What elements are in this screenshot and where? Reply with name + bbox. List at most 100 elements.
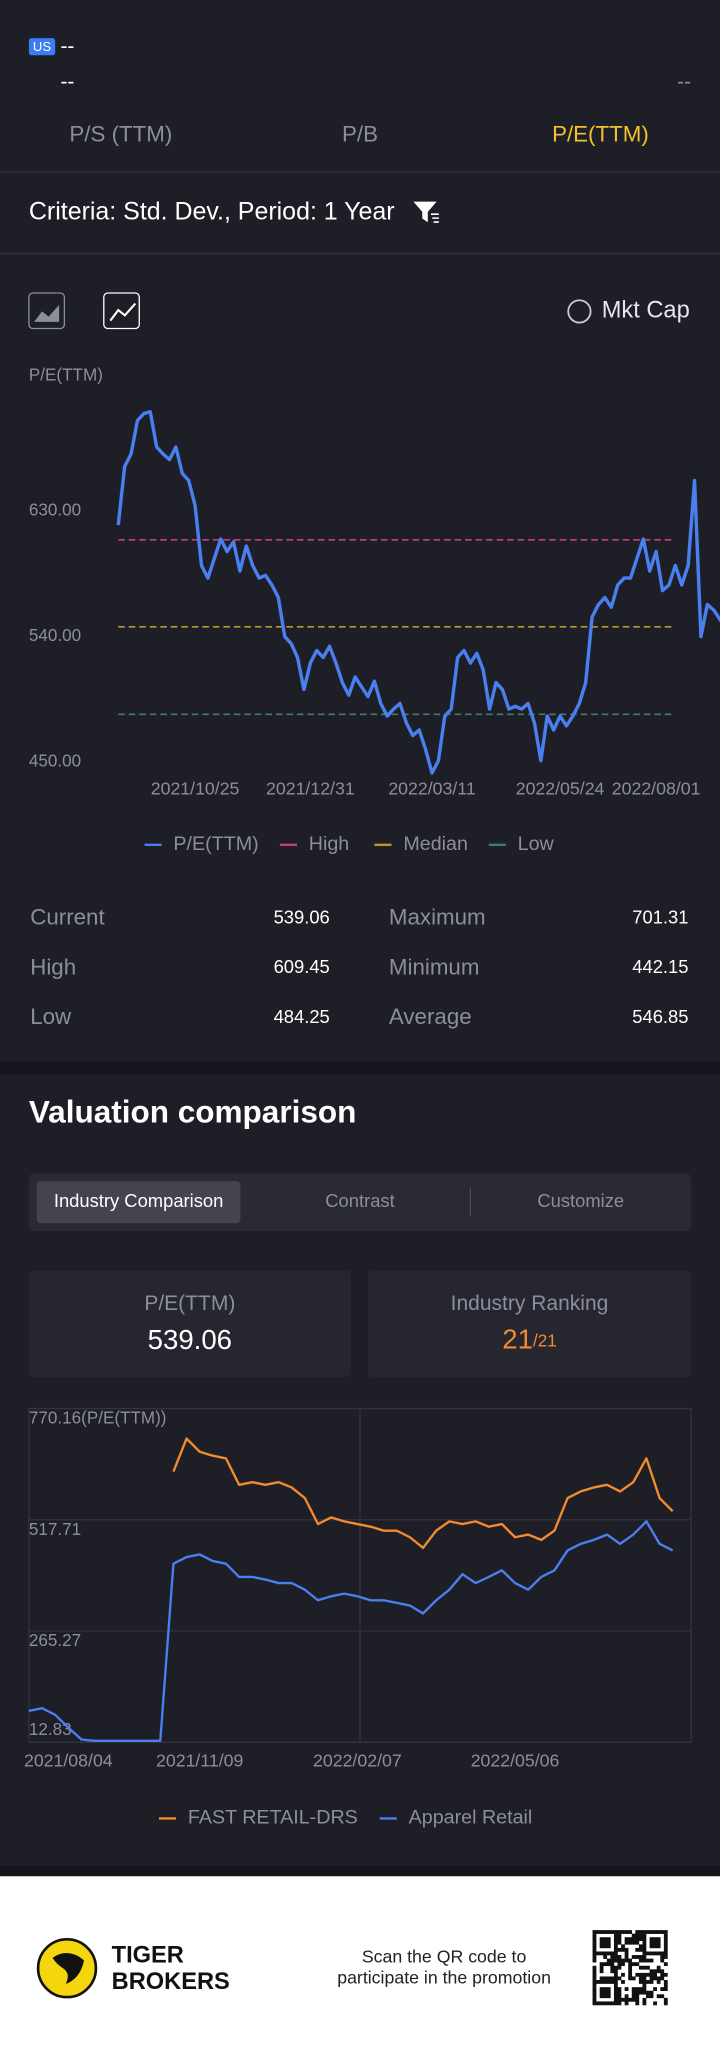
legend-label: Low — [518, 833, 555, 855]
qr-cell — [635, 1955, 640, 1959]
x-tick-label: 2022/08/01 — [612, 778, 701, 798]
qr-cell — [606, 1994, 611, 1999]
qr-cell — [642, 1958, 647, 1963]
segment-active[interactable] — [36, 1181, 241, 1224]
x-tick-label: 2022/02/07 — [313, 1751, 402, 1771]
legend-label: Apparel Retail — [409, 1807, 533, 1829]
qr-cell — [613, 1983, 618, 1988]
brand: TIGER — [112, 1943, 184, 1969]
stat-label: Minimum — [389, 954, 480, 979]
qr-cell — [638, 1933, 643, 1938]
legend: P/E(TTM) High Median Low — [144, 833, 555, 855]
qr-cell — [603, 1980, 608, 1984]
qr-cell — [628, 1969, 633, 1974]
qr-cell — [642, 1940, 647, 1945]
qr-cell — [606, 1976, 611, 1981]
qr-cell — [649, 1951, 654, 1956]
qr-cell — [613, 1937, 618, 1942]
qr-cell — [642, 1937, 647, 1942]
qr-cell — [621, 1947, 625, 1952]
qr-cell — [642, 1987, 647, 1991]
qr-cell — [649, 1976, 654, 1981]
qr-cell — [663, 1983, 668, 1988]
qr-cell — [663, 1944, 668, 1949]
segment[interactable]: Customize — [537, 1190, 624, 1211]
qr-cell — [613, 1958, 618, 1963]
qr-cell — [653, 2001, 658, 2006]
stat-label: Low — [30, 1004, 72, 1029]
qr-cell — [592, 2001, 597, 2006]
segment[interactable]: Industry Comparison — [54, 1190, 224, 1211]
qr-cell — [592, 1976, 597, 1981]
qr-cell — [613, 1972, 618, 1977]
qr-cell — [592, 1983, 597, 1988]
qr-cell — [631, 1933, 636, 1938]
qr-cell — [660, 1958, 665, 1963]
qr-cell — [631, 1990, 636, 1995]
qr-cell — [638, 1937, 643, 1942]
qr-cell — [599, 1944, 604, 1949]
stats: Current 539.06 Maximum 701.31 High 609.45 Mini… — [30, 904, 688, 1029]
qr-cell — [631, 1976, 636, 1981]
qr-cell — [617, 1990, 622, 1995]
qr-cell — [617, 1958, 622, 1963]
stat-value: 609.45 — [274, 956, 330, 977]
qr-cell — [603, 1930, 608, 1934]
qr-cell — [613, 1990, 618, 1995]
stat-value: 546.85 — [632, 1006, 688, 1027]
qr-cell — [646, 1930, 650, 1934]
qr-cell — [653, 1976, 658, 1981]
qr-cell — [613, 1987, 618, 1991]
qr-cell — [628, 1962, 633, 1967]
qr-cell — [660, 1969, 665, 1974]
tab[interactable]: P/S (TTM) — [69, 121, 172, 146]
segment[interactable]: Contrast — [325, 1190, 394, 1211]
qr-cell — [592, 1965, 597, 1970]
qr-cell — [646, 1951, 650, 1956]
qr-cell — [663, 1962, 668, 1967]
line-chart-icon[interactable] — [103, 292, 140, 330]
qr-cell — [624, 1958, 629, 1963]
logo-glyph — [52, 1953, 85, 1984]
qr-cell — [656, 1969, 661, 1974]
qr-cell — [656, 1965, 661, 1970]
qr-cell — [642, 1930, 647, 1934]
radio[interactable] — [567, 299, 592, 324]
qr-cell — [606, 1980, 611, 1984]
toggle-label[interactable]: Mkt Cap — [602, 298, 690, 324]
qr-cell — [646, 1994, 650, 1999]
qr-cell — [653, 1972, 658, 1977]
qr-cell — [592, 1955, 597, 1959]
section-break — [0, 1865, 720, 1877]
pe-card — [28, 1270, 351, 1377]
qr-cell — [635, 1930, 640, 1934]
qr-cell — [606, 1987, 611, 1991]
tab-active[interactable]: P/E(TTM) — [552, 121, 649, 146]
qr-cell — [606, 1951, 611, 1956]
y-tick-label: 770.16(P/E(TTM)) — [29, 1409, 167, 1428]
qr-cell — [592, 1937, 597, 1942]
qr-cell — [663, 1940, 668, 1945]
qr-cell — [628, 1976, 633, 1981]
qr-cell — [635, 1962, 640, 1967]
qr-cell — [606, 1990, 611, 1995]
qr-cell — [606, 1962, 611, 1967]
qr-cell — [606, 1930, 611, 1934]
area-chart-icon[interactable] — [28, 292, 66, 330]
qr-cell — [596, 1980, 600, 1984]
qr-cell — [638, 1980, 643, 1984]
qr-cell — [596, 2001, 600, 2006]
line — [172, 1437, 674, 1550]
qr-cell — [606, 1937, 611, 1942]
qr-cell — [617, 1940, 622, 1945]
qr-cell — [613, 1955, 618, 1959]
filter-icon[interactable] — [413, 201, 439, 223]
qr-cell — [617, 1987, 622, 1991]
x-tick-label: 2021/12/31 — [266, 778, 355, 798]
stat-label: Average — [389, 1004, 472, 1029]
tab[interactable]: P/B — [342, 121, 378, 146]
qr-cell — [638, 1990, 643, 1995]
qr-cell — [653, 1969, 658, 1974]
market-badge-text: US — [33, 39, 51, 54]
